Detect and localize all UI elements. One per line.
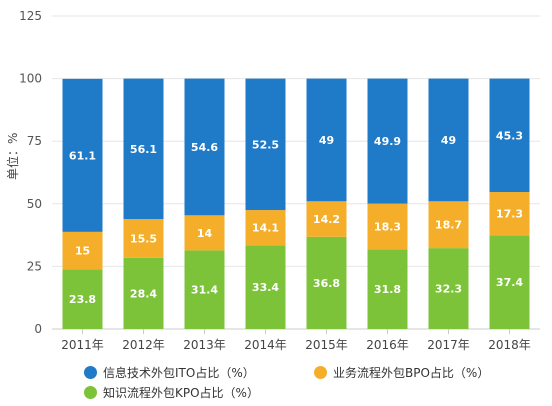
bar-segment [245, 210, 286, 246]
bar-segment [62, 78, 103, 232]
data-label: 14.1 [252, 222, 279, 235]
bar-segment [367, 249, 408, 329]
bar-segment [123, 257, 164, 329]
y-tick-label: 75 [27, 134, 42, 148]
data-label: 14 [197, 227, 213, 240]
data-label: 32.3 [435, 283, 462, 296]
x-tick-label: 2014年 [244, 338, 287, 352]
data-label: 31.8 [374, 283, 401, 296]
y-tick-label: 125 [19, 9, 42, 23]
data-label: 18.3 [374, 220, 401, 233]
x-tick-label: 2017年 [427, 338, 470, 352]
data-label: 15 [75, 245, 90, 258]
bar-segment [489, 235, 530, 329]
y-tick-label: 25 [27, 259, 42, 273]
data-label: 33.4 [252, 281, 279, 294]
bar-segment [62, 269, 103, 329]
legend-swatch [84, 386, 97, 399]
bar-segment [367, 78, 408, 204]
data-label: 14.2 [313, 213, 340, 226]
x-tick-label: 2018年 [488, 338, 531, 352]
bar-segment [245, 78, 286, 211]
data-label: 37.4 [496, 276, 523, 289]
x-tick-label: 2011年 [61, 338, 104, 352]
x-tick-label: 2013年 [183, 338, 226, 352]
data-label: 45.3 [496, 129, 523, 142]
legend-swatch [314, 366, 327, 379]
data-label: 49.9 [374, 135, 401, 148]
data-label: 36.8 [313, 277, 340, 290]
data-label: 15.5 [130, 232, 157, 245]
data-label: 49 [441, 134, 456, 147]
data-label: 23.8 [69, 293, 96, 306]
bar-segment [245, 245, 286, 329]
y-tick-label: 50 [27, 197, 42, 211]
data-label: 49 [319, 134, 334, 147]
y-tick-label: 0 [34, 322, 42, 336]
x-tick-label: 2016年 [366, 338, 409, 352]
legend-item: 业务流程外包BPO占比（%） [314, 364, 489, 381]
data-label: 31.4 [191, 284, 218, 297]
bar-segment [184, 78, 225, 216]
data-label: 56.1 [130, 143, 157, 156]
y-tick-label: 100 [19, 72, 42, 86]
bar-segment [428, 78, 469, 202]
data-label: 54.6 [191, 141, 218, 154]
bar-segment [367, 203, 408, 250]
data-label: 28.4 [130, 287, 157, 300]
bar-segment [489, 192, 530, 236]
bar-segment [428, 248, 469, 329]
bar-segment [184, 215, 225, 251]
legend-swatch [84, 366, 97, 379]
x-tick-label: 2015年 [305, 338, 348, 352]
bar-segment [306, 201, 347, 237]
bar-segment [62, 231, 103, 270]
bar-segment [306, 236, 347, 329]
legend-label: 知识流程外包KPO占比（%） [103, 386, 259, 400]
legend-item: 知识流程外包KPO占比（%） [84, 384, 259, 401]
legend-item: 信息技术外包ITO占比（%） [84, 364, 255, 381]
data-label: 17.3 [496, 208, 523, 221]
x-tick-label: 2012年 [122, 338, 165, 352]
bar-segment [489, 78, 530, 193]
bar-segment [306, 78, 347, 202]
legend-label: 业务流程外包BPO占比（%） [333, 366, 490, 380]
bar-segment [123, 219, 164, 258]
bar-segment [184, 250, 225, 329]
bar-segment [428, 201, 469, 249]
bar-segment [123, 78, 164, 220]
data-label: 52.5 [252, 138, 279, 151]
data-label: 61.1 [69, 149, 96, 162]
data-label: 18.7 [435, 219, 462, 232]
legend-label: 信息技术外包ITO占比（%） [103, 366, 255, 380]
